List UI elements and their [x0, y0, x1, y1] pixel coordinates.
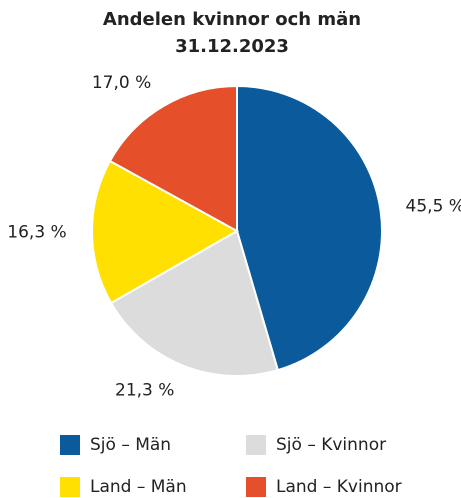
pie-slice: [91, 159, 240, 305]
pie-slice: [109, 229, 280, 377]
legend-label: Land – Män: [90, 477, 187, 497]
chart-title: 31.12.2023: [175, 36, 289, 57]
pie-slice: [108, 84, 238, 233]
legend-swatch: [60, 477, 80, 497]
legend-label: Sjö – Män: [90, 435, 171, 455]
legend-swatch: [246, 435, 266, 455]
legend-label: Sjö – Kvinnor: [276, 435, 386, 455]
pie-slice: [236, 84, 383, 372]
data-label: 17,0 %: [92, 73, 151, 93]
legend-label: Land – Kvinnor: [276, 477, 402, 497]
data-label: 16,3 %: [7, 222, 66, 242]
legend-swatch: [60, 435, 80, 455]
legend-swatch: [246, 477, 266, 497]
data-label: 45,5 %: [406, 197, 461, 217]
chart-title: Andelen kvinnor och män: [103, 9, 361, 30]
data-label: 21,3 %: [115, 381, 174, 401]
